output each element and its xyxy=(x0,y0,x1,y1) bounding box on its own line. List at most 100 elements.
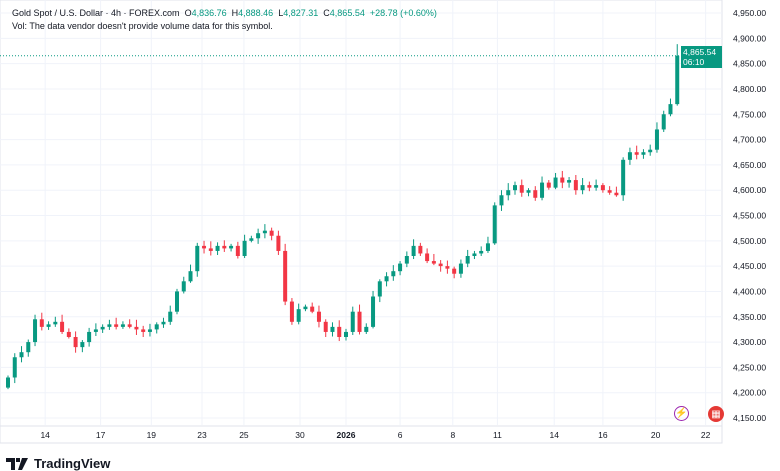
candle-body xyxy=(506,190,511,196)
bar-countdown: 06:10 xyxy=(683,57,705,67)
y-tick-label: 4,350.00 xyxy=(733,312,766,322)
candle-body xyxy=(323,321,328,332)
close-value: 4,865.54 xyxy=(329,8,365,18)
candle-body xyxy=(60,321,65,332)
x-tick-label: 8 xyxy=(450,430,455,440)
x-tick-label: 17 xyxy=(96,430,106,440)
high-label: H xyxy=(231,8,239,18)
y-tick-label: 4,650.00 xyxy=(733,160,766,170)
candle-body xyxy=(607,190,612,193)
candle-body xyxy=(513,185,517,191)
y-tick-label: 4,400.00 xyxy=(733,286,766,296)
last-price-label: 4,865.54 06:10 xyxy=(681,46,722,68)
open-value: 4,836.76 xyxy=(191,8,227,18)
y-tick-label: 4,450.00 xyxy=(733,261,766,271)
candle-body xyxy=(553,177,558,188)
candle-body xyxy=(6,377,10,388)
candle-body xyxy=(418,245,423,254)
candle-body xyxy=(621,159,626,196)
candle-body xyxy=(485,243,490,251)
candle-body xyxy=(411,245,416,256)
plot-area xyxy=(0,0,723,444)
candle-body xyxy=(546,182,551,188)
candle-body xyxy=(371,296,376,327)
candle-body xyxy=(668,104,673,115)
tradingview-logo[interactable]: TradingView xyxy=(6,456,110,471)
candle-body xyxy=(256,233,261,239)
candle-body xyxy=(289,301,294,322)
candle-body xyxy=(533,190,538,198)
candle-body xyxy=(560,177,565,183)
y-tick-label: 4,500.00 xyxy=(733,236,766,246)
candle-body xyxy=(19,352,24,358)
candle-body xyxy=(661,114,666,130)
candle-body xyxy=(492,205,497,244)
low-value: 4,827.31 xyxy=(283,8,319,18)
candle-body xyxy=(269,230,274,236)
x-tick-label: 30 xyxy=(295,430,305,440)
candle-body xyxy=(242,240,247,256)
candle-body xyxy=(641,152,646,155)
low-label: L xyxy=(278,8,284,18)
x-tick-label: 6 xyxy=(398,430,403,440)
candle-body xyxy=(316,311,321,322)
candle-body xyxy=(648,149,653,153)
candlestick-chart[interactable]: 4,150.00 4,200.00 4,250.00 4,300.00 4,350.00… xyxy=(0,0,780,450)
candle-body xyxy=(654,129,659,150)
candle-body xyxy=(296,309,301,322)
y-tick-label: 4,800.00 xyxy=(733,84,766,94)
candle-body xyxy=(580,185,585,191)
candle-body xyxy=(39,319,44,327)
candle-body xyxy=(262,230,267,234)
candle-body xyxy=(26,342,31,353)
candle-body xyxy=(154,324,159,330)
candle-body xyxy=(188,271,193,282)
candle-body xyxy=(283,250,288,302)
last-price: 4,865.54 xyxy=(683,47,717,57)
candle-body xyxy=(431,261,436,264)
candle-body xyxy=(330,326,335,332)
candle-body xyxy=(357,311,362,332)
y-tick-label: 4,250.00 xyxy=(733,362,766,372)
logo-text: TradingView xyxy=(34,456,111,471)
candle-body xyxy=(391,271,396,277)
candle-body xyxy=(66,331,71,337)
y-tick-label: 4,200.00 xyxy=(733,388,766,398)
us-flag-icon[interactable]: ▦ xyxy=(708,406,724,422)
candle-body xyxy=(634,152,639,155)
candle-body xyxy=(120,324,125,327)
candle-body xyxy=(627,152,632,160)
open-label: O xyxy=(184,8,192,18)
candle-body xyxy=(127,324,132,327)
x-tick-label: 22 xyxy=(701,430,711,440)
candle-body xyxy=(675,55,680,105)
candle-body xyxy=(479,250,484,254)
candle-body xyxy=(587,185,592,188)
x-tick-label: 16 xyxy=(598,430,608,440)
lightning-icon[interactable]: ⚡ xyxy=(674,406,689,421)
high-value: 4,888.46 xyxy=(238,8,274,18)
candle-body xyxy=(398,263,403,272)
candle-body xyxy=(573,180,578,191)
candle-body xyxy=(134,326,139,330)
candle-body xyxy=(614,192,619,196)
candle-body xyxy=(175,291,179,312)
symbol-title[interactable]: Gold Spot / U.S. Dollar · 4h · FOREX.com xyxy=(12,8,180,18)
y-tick-label: 4,300.00 xyxy=(733,337,766,347)
candle-body xyxy=(229,245,234,249)
candle-body xyxy=(452,268,457,274)
candle-body xyxy=(215,245,220,251)
volume-note: Vol: The data vendor doesn't provide vol… xyxy=(12,21,273,31)
candle-body xyxy=(350,311,355,332)
candle-body xyxy=(472,253,477,256)
y-tick-label: 4,950.00 xyxy=(733,8,766,18)
legend-ohlc: Gold Spot / U.S. Dollar · 4h · FOREX.com… xyxy=(12,8,437,18)
candle-body xyxy=(147,329,152,332)
candle-body xyxy=(195,245,200,272)
candle-body xyxy=(337,326,342,337)
candle-body xyxy=(12,357,17,378)
candle-body xyxy=(499,195,504,206)
candle-body xyxy=(33,319,38,343)
candle-body xyxy=(208,248,213,251)
candle-body xyxy=(594,185,599,188)
